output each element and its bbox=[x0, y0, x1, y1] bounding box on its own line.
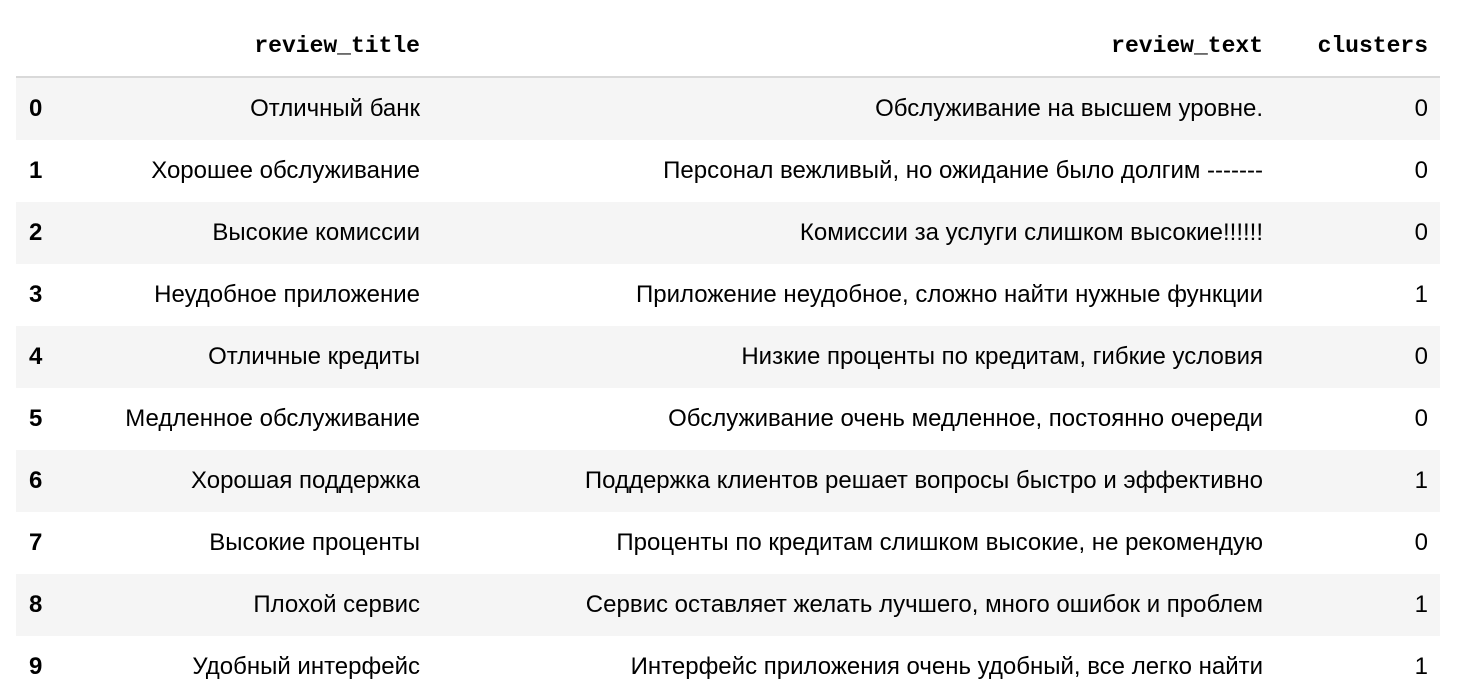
cell-clusters: 0 bbox=[1414, 157, 1428, 184]
header-index bbox=[16, 16, 60, 78]
cell-clusters: 1 bbox=[1414, 653, 1428, 680]
cell-review-text: Проценты по кредитам слишком высокие, не… bbox=[616, 529, 1263, 556]
cell-review-title: Отличные кредиты bbox=[60, 326, 432, 388]
cell-review-title: Отличный банк bbox=[60, 77, 432, 140]
header-row: review_title review_text clusters bbox=[16, 16, 1440, 78]
cell-review-text: Интерфейс приложения очень удобный, все … bbox=[630, 653, 1263, 680]
header-review-text: review_text bbox=[432, 16, 1275, 78]
cell-review-text: Низкие проценты по кредитам, гибкие усло… bbox=[432, 326, 1275, 388]
cell-review-text: Персонал вежливый, но ожидание было долг… bbox=[663, 157, 1263, 184]
table-row: 1 Хорошее обслуживание Персонал вежливый, … bbox=[16, 140, 1440, 202]
table-row: 6 Хорошая поддержка Поддержка клиентов реш… bbox=[16, 450, 1440, 512]
cell-clusters: 0 bbox=[1414, 529, 1428, 556]
cell-review-title: Высокие комиссии bbox=[60, 202, 432, 264]
cell-review-title: Хорошая поддержка bbox=[60, 450, 432, 512]
dataframe-table: review_title review_text clusters 0 Отлич… bbox=[16, 16, 1440, 698]
cell-review-title: Хорошее обслуживание bbox=[151, 157, 420, 184]
row-index: 1 bbox=[29, 157, 43, 184]
row-index: 8 bbox=[16, 574, 60, 636]
cell-clusters: 0 bbox=[1414, 405, 1428, 432]
cell-review-title: Неудобное приложение bbox=[154, 281, 420, 308]
header-clusters: clusters bbox=[1275, 16, 1440, 78]
row-index: 3 bbox=[29, 281, 43, 308]
header-review-title: review_title bbox=[60, 16, 432, 78]
cell-clusters: 1 bbox=[1275, 574, 1440, 636]
cell-review-title: Высокие проценты bbox=[209, 529, 420, 556]
cell-clusters: 1 bbox=[1414, 281, 1428, 308]
table-row: 2 Высокие комиссии Комиссии за услуги слиш… bbox=[16, 202, 1440, 264]
table-row: 3 Неудобное приложение Приложение неудобно… bbox=[16, 264, 1440, 326]
cell-clusters: 1 bbox=[1275, 450, 1440, 512]
table-row: 4 Отличные кредиты Низкие проценты по кред… bbox=[16, 326, 1440, 388]
table-row: 8 Плохой сервис Сервис оставляет желать лу… bbox=[16, 574, 1440, 636]
cell-review-text: Сервис оставляет желать лучшего, много о… bbox=[432, 574, 1275, 636]
cell-review-text: Поддержка клиентов решает вопросы быстро… bbox=[432, 450, 1275, 512]
table-row: 0 Отличный банк Обслуживание на высшем уро… bbox=[16, 77, 1440, 140]
table-row: 9 Удобный интерфейс Интерфейс приложения о… bbox=[16, 636, 1440, 698]
row-index: 2 bbox=[16, 202, 60, 264]
row-index: 7 bbox=[29, 529, 43, 556]
row-index: 9 bbox=[29, 653, 43, 680]
row-index: 5 bbox=[29, 405, 43, 432]
cell-review-title: Удобный интерфейс bbox=[192, 653, 420, 680]
cell-clusters: 0 bbox=[1275, 326, 1440, 388]
cell-clusters: 0 bbox=[1275, 202, 1440, 264]
table-row: 5 Медленное обслуживание Обслуживание очен… bbox=[16, 388, 1440, 450]
cell-review-text: Приложение неудобное, сложно найти нужны… bbox=[636, 281, 1263, 308]
cell-review-text: Обслуживание очень медленное, постоянно … bbox=[668, 405, 1263, 432]
table-row: 7 Высокие проценты Проценты по кредитам сл… bbox=[16, 512, 1440, 574]
row-index: 6 bbox=[16, 450, 60, 512]
cell-review-title: Плохой сервис bbox=[60, 574, 432, 636]
row-index: 4 bbox=[16, 326, 60, 388]
cell-clusters: 0 bbox=[1275, 77, 1440, 140]
cell-review-text: Обслуживание на высшем уровне. bbox=[432, 77, 1275, 140]
cell-review-title: Медленное обслуживание bbox=[125, 405, 420, 432]
cell-review-text: Комиссии за услуги слишком высокие!!!!!! bbox=[432, 202, 1275, 264]
row-index: 0 bbox=[16, 77, 60, 140]
